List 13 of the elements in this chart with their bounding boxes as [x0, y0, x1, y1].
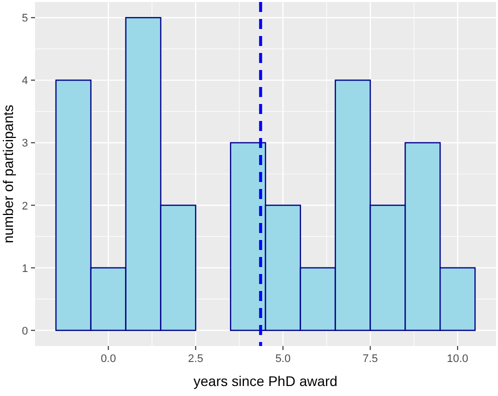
y-tick-label: 1: [22, 262, 28, 275]
y-tick-label: 2: [22, 200, 28, 212]
x-tick-label: 0.0: [100, 353, 116, 365]
y-axis-title: number of participants: [0, 104, 16, 244]
y-tick-label: 5: [22, 12, 28, 25]
y-tick-label: 0: [22, 325, 28, 338]
x-tick-label: 7.5: [362, 353, 378, 365]
x-tick-label: 10.0: [446, 353, 468, 365]
y-tick-label: 3: [22, 138, 28, 150]
x-axis-title: years since PhD award: [194, 373, 338, 389]
x-tick-label: 5.0: [275, 353, 291, 365]
y-tick-label: 4: [22, 75, 28, 88]
x-tick-label: 2.5: [188, 353, 204, 365]
